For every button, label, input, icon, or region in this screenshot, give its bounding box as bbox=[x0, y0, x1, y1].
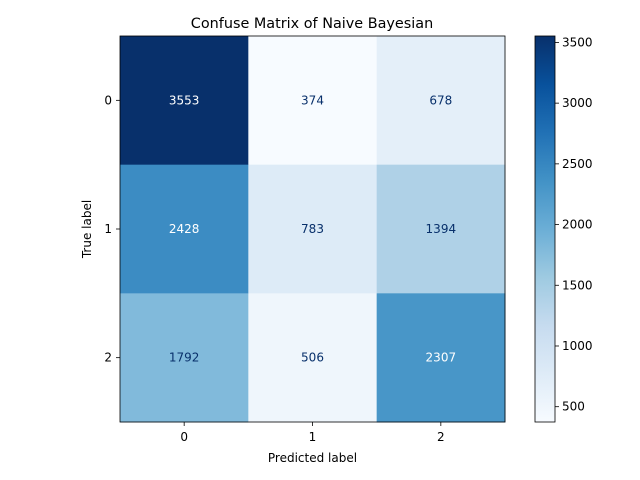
colorbar-tick-label: 2000 bbox=[562, 218, 593, 232]
y-tick-label: 1 bbox=[104, 222, 112, 236]
heatmap-cell bbox=[248, 293, 378, 423]
x-tick-label: 1 bbox=[309, 430, 317, 444]
cell-value-label: 678 bbox=[429, 93, 452, 107]
heatmap-cell bbox=[376, 293, 506, 423]
heatmap-cell bbox=[120, 164, 249, 294]
y-axis-ticks: 0 1 2 bbox=[104, 93, 120, 365]
y-tick-label: 0 bbox=[104, 93, 112, 107]
y-tick-label: 2 bbox=[104, 351, 112, 365]
y-axis-label: True label bbox=[80, 200, 94, 259]
heatmap-cells: 3553 374 678 2428 783 1394 1792 506 2307 bbox=[120, 36, 506, 423]
x-tick-label: 2 bbox=[437, 430, 445, 444]
cell-value-label: 1792 bbox=[169, 351, 200, 365]
cell-value-label: 783 bbox=[301, 222, 324, 236]
colorbar-tick-label: 500 bbox=[562, 400, 585, 414]
heatmap-cell bbox=[376, 36, 506, 166]
cell-value-label: 374 bbox=[301, 93, 324, 107]
cell-value-label: 506 bbox=[301, 351, 324, 365]
colorbar-tick-label: 1500 bbox=[562, 278, 593, 292]
heatmap-cell bbox=[248, 36, 378, 166]
cell-value-label: 2307 bbox=[426, 351, 457, 365]
colorbar-ticks: 500 1000 1500 2000 2500 3000 3500 bbox=[555, 35, 593, 414]
cell-value-label: 3553 bbox=[169, 93, 200, 107]
cell-value-label: 2428 bbox=[169, 222, 200, 236]
cell-value-label: 1394 bbox=[426, 222, 457, 236]
x-axis-label: Predicted label bbox=[268, 451, 357, 465]
colorbar-tick-label: 3000 bbox=[562, 96, 593, 110]
x-axis-ticks: 0 1 2 bbox=[180, 422, 445, 444]
x-tick-label: 0 bbox=[180, 430, 188, 444]
colorbar bbox=[534, 35, 556, 423]
chart-title: Confuse Matrix of Naive Bayesian bbox=[191, 16, 433, 32]
heatmap-cell bbox=[376, 164, 506, 294]
heatmap-cell bbox=[248, 164, 378, 294]
colorbar-tick-label: 3500 bbox=[562, 35, 593, 49]
colorbar-tick-label: 2500 bbox=[562, 157, 593, 171]
heatmap-cell bbox=[120, 293, 249, 423]
colorbar-tick-label: 1000 bbox=[562, 339, 593, 353]
heatmap-cell bbox=[120, 36, 249, 166]
